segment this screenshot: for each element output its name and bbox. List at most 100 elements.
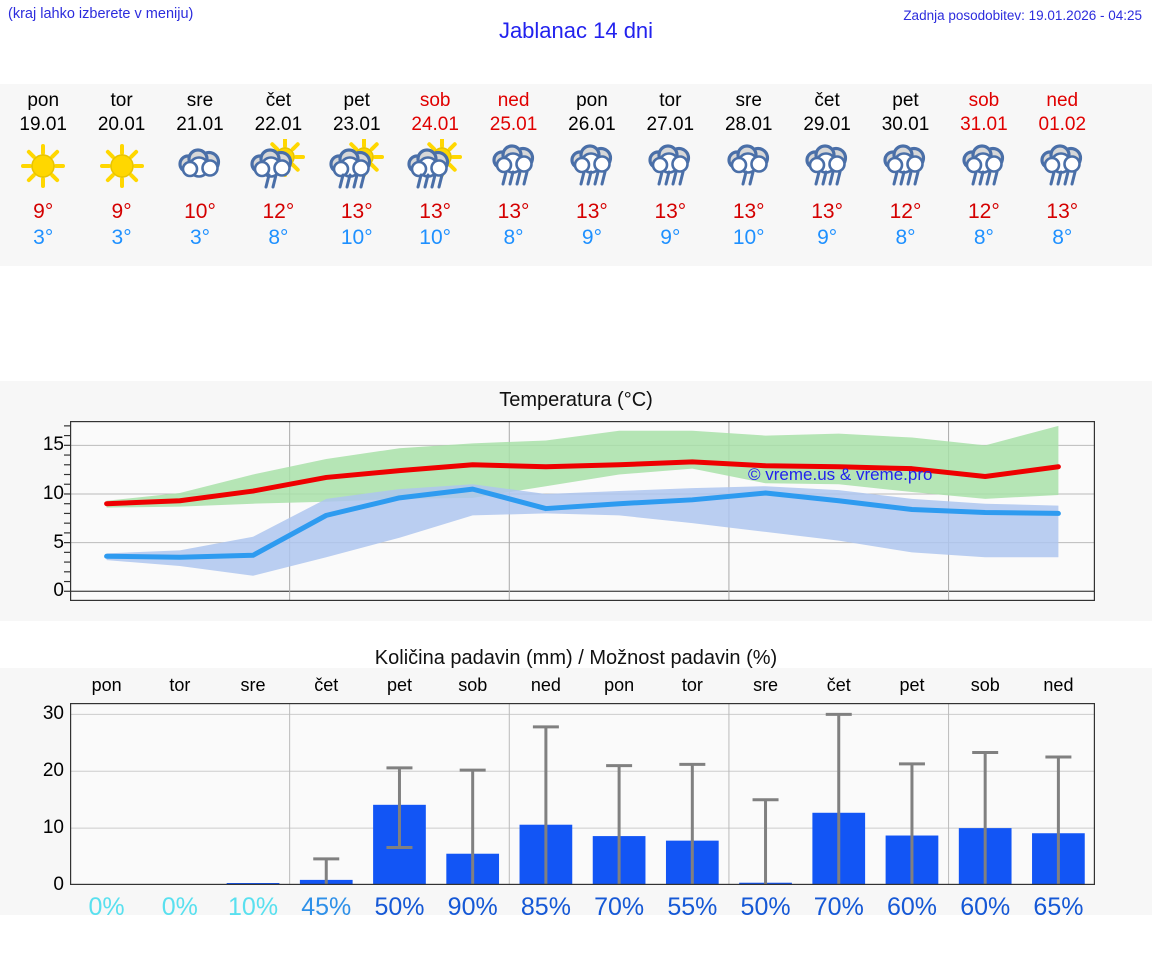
forecast-day-column[interactable]: ned 25.01 13° 8° [474, 84, 552, 266]
forecast-days-row: pon 19.01 9° 3° tor 20.01 9° 3° sre 21.01 10° 3° če… [0, 84, 1152, 266]
forecast-day-name: ned [497, 90, 530, 111]
forecast-temp-min: 10° [340, 226, 373, 249]
forecast-day-date: 01.02 [1038, 114, 1087, 135]
temperature-y-tick: 5 [53, 531, 64, 553]
precipitation-probability-label: 60% [960, 893, 1011, 921]
forecast-day-column[interactable]: sre 21.01 10° 3° [161, 84, 239, 266]
forecast-day-name: tor [659, 90, 682, 111]
forecast-temp-min: 9° [660, 226, 681, 249]
precipitation-day-label: sob [970, 675, 1000, 695]
cloud-icon [163, 137, 237, 199]
precipitation-probability-label: 50% [740, 893, 791, 921]
precipitation-probability-label: 70% [813, 893, 864, 921]
precipitation-y-tick: 20 [42, 760, 64, 782]
forecast-day-name: sre [735, 90, 762, 111]
forecast-day-column[interactable]: ned 01.02 13° 8° [1023, 84, 1101, 266]
forecast-day-date: 21.01 [176, 114, 224, 135]
watermark-text: © vreme.us & vreme.pro [748, 465, 933, 484]
forecast-temp-min: 10° [419, 226, 452, 249]
temperature-y-tick: 10 [42, 482, 64, 504]
precipitation-day-label: pon [604, 675, 635, 695]
forecast-day-date: 30.01 [881, 114, 930, 135]
forecast-temp-max: 9° [111, 200, 132, 223]
forecast-day-name: pet [343, 90, 370, 111]
forecast-day-date: 26.01 [568, 114, 616, 135]
forecast-day-name: sre [186, 90, 214, 111]
forecast-day-date: 28.01 [724, 114, 773, 135]
forecast-day-column[interactable]: sre 28.01 13° 10° [710, 84, 788, 266]
cloud-rain-light-icon [712, 137, 786, 199]
precipitation-y-axis: 0 10 20 30 [10, 703, 70, 895]
temperature-chart-title: Temperatura (°C) [499, 389, 653, 411]
precipitation-probability-label: 60% [886, 893, 938, 921]
forecast-day-name: čet [814, 90, 840, 111]
location-menu-note[interactable]: (kraj lahko izberete v meniju) [8, 6, 194, 22]
page-header: (kraj lahko izberete v meniju) Jablanac … [0, 0, 1152, 58]
forecast-day-name: pon [27, 90, 60, 111]
precipitation-day-label: pet [899, 675, 925, 695]
forecast-day-column[interactable]: tor 20.01 9° 3° [82, 84, 160, 266]
forecast-day-column[interactable]: pon 19.01 9° 3° [4, 84, 82, 266]
forecast-day-name: pon [576, 90, 608, 111]
precipitation-probability-label: 70% [594, 893, 645, 921]
forecast-day-name: sob [419, 90, 451, 111]
forecast-day-date: 27.01 [646, 114, 695, 135]
precipitation-day-label: čet [314, 675, 339, 695]
forecast-day-column[interactable]: tor 27.01 13° 9° [631, 84, 709, 266]
precipitation-probability-label: 85% [520, 893, 571, 921]
forecast-temp-max: 13° [340, 200, 373, 223]
forecast-day-date: 19.01 [19, 114, 67, 135]
forecast-temp-max: 10° [184, 200, 216, 223]
forecast-day-date: 25.01 [489, 114, 538, 135]
forecast-day-column[interactable]: sob 24.01 13° 10° [396, 84, 474, 266]
forecast-day-column[interactable]: čet 22.01 12° 8° [239, 84, 317, 266]
temperature-y-tick: 15 [42, 434, 64, 456]
forecast-day-column[interactable]: čet 29.01 13° 9° [788, 84, 866, 266]
forecast-temp-min: 8° [503, 226, 524, 249]
forecast-strip: pon 19.01 9° 3° tor 20.01 9° 3° sre 21.01 10° 3° če… [0, 84, 1152, 266]
forecast-temp-max: 13° [654, 200, 687, 223]
precipitation-day-label: sre [240, 675, 266, 695]
forecast-day-column[interactable]: pon 26.01 13° 9° [553, 84, 631, 266]
temperature-y-tick: 0 [53, 580, 64, 602]
forecast-day-column[interactable]: pet 30.01 12° 8° [866, 84, 944, 266]
sun-cloud-rain-icon [398, 137, 472, 199]
sun-icon [6, 137, 80, 199]
forecast-day-date: 20.01 [97, 114, 146, 135]
forecast-temp-max: 12° [262, 200, 295, 223]
forecast-temp-min: 8° [1052, 226, 1073, 249]
last-updated-text: Zadnja posodobitev: 19.01.2026 - 04:25 [903, 8, 1142, 23]
precipitation-probability-label: 45% [301, 893, 352, 921]
forecast-temp-min: 9° [817, 226, 838, 249]
forecast-temp-min: 10° [732, 226, 765, 249]
forecast-temp-max: 13° [419, 200, 452, 223]
forecast-temp-min: 3° [33, 226, 54, 249]
forecast-day-name: tor [110, 90, 133, 111]
cloud-rain-icon [947, 137, 1021, 199]
precipitation-y-tick: 0 [53, 874, 64, 895]
page-title: Jablanac 14 dni [498, 18, 654, 43]
forecast-day-column[interactable]: sob 31.01 12° 8° [945, 84, 1023, 266]
precipitation-probability-label: 0% [88, 893, 125, 921]
sun-cloud-rain-light-icon [241, 137, 315, 199]
cloud-rain-icon [790, 137, 864, 199]
forecast-day-date: 22.01 [254, 114, 303, 135]
forecast-temp-min: 3° [189, 226, 211, 249]
forecast-day-date: 29.01 [803, 114, 851, 135]
precipitation-y-tick: 30 [42, 703, 64, 725]
precipitation-day-label: tor [169, 675, 191, 695]
precipitation-day-label: sob [458, 675, 488, 695]
forecast-day-name: pet [892, 90, 919, 111]
forecast-temp-max: 9° [33, 200, 54, 223]
forecast-day-date: 31.01 [960, 114, 1008, 135]
forecast-day-column[interactable]: pet 23.01 13° 10° [318, 84, 396, 266]
precipitation-day-label: sre [753, 675, 779, 695]
cloud-rain-icon [477, 137, 551, 199]
cloud-rain-icon [1025, 137, 1099, 199]
forecast-day-name: ned [1046, 90, 1079, 111]
forecast-temp-min: 8° [895, 226, 916, 249]
cloud-rain-icon [633, 137, 707, 199]
forecast-temp-max: 12° [889, 200, 922, 223]
temperature-chart-plot [70, 421, 1095, 601]
precipitation-probability-label: 10% [228, 893, 279, 921]
